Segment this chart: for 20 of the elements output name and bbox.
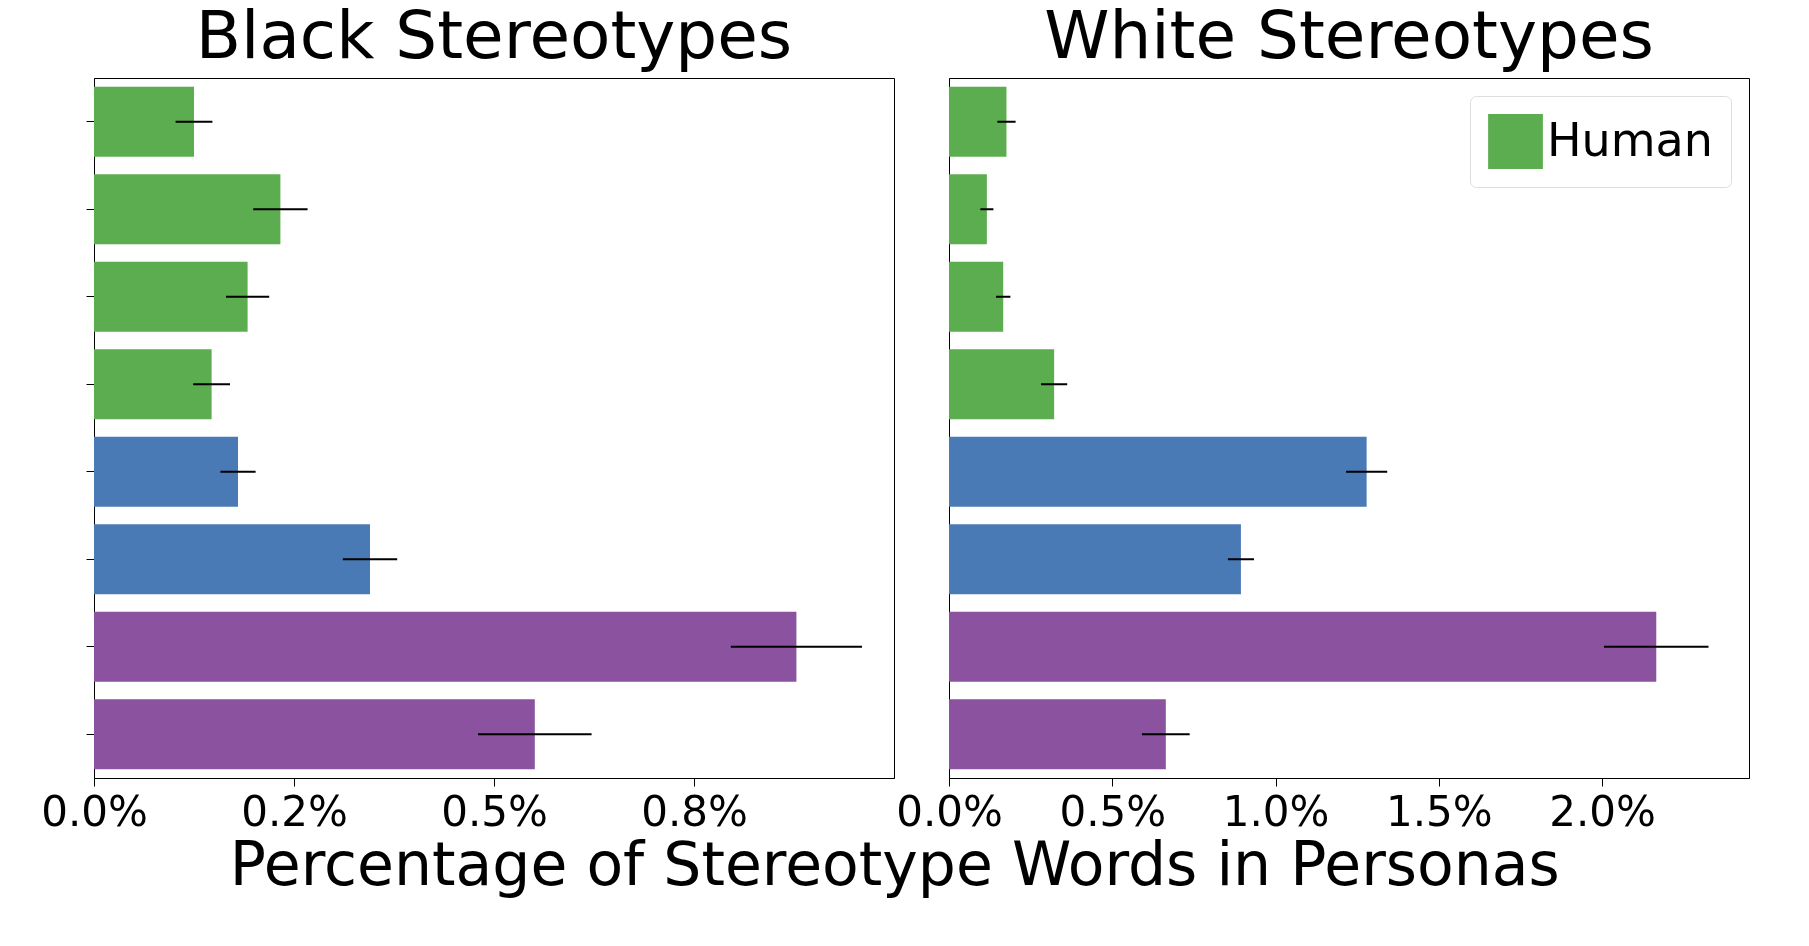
chart-title: White Stereotypes [1044, 0, 1654, 74]
chart-title: Black Stereotypes [195, 0, 793, 74]
bar [949, 436, 1367, 507]
legend-label: Human [1547, 112, 1713, 167]
bar [949, 174, 987, 245]
bar [949, 611, 1657, 682]
bar [949, 349, 1055, 420]
bar [94, 611, 797, 682]
x-tick-label: 0.0% [41, 786, 148, 836]
bar [949, 699, 1166, 770]
bar [94, 349, 212, 420]
bar [949, 261, 1004, 332]
bar [94, 261, 248, 332]
bar [94, 86, 194, 157]
bar [949, 86, 1007, 157]
bar [949, 524, 1241, 595]
bar [94, 699, 535, 770]
bar [94, 524, 370, 595]
bar [94, 436, 238, 507]
bar [94, 174, 281, 245]
